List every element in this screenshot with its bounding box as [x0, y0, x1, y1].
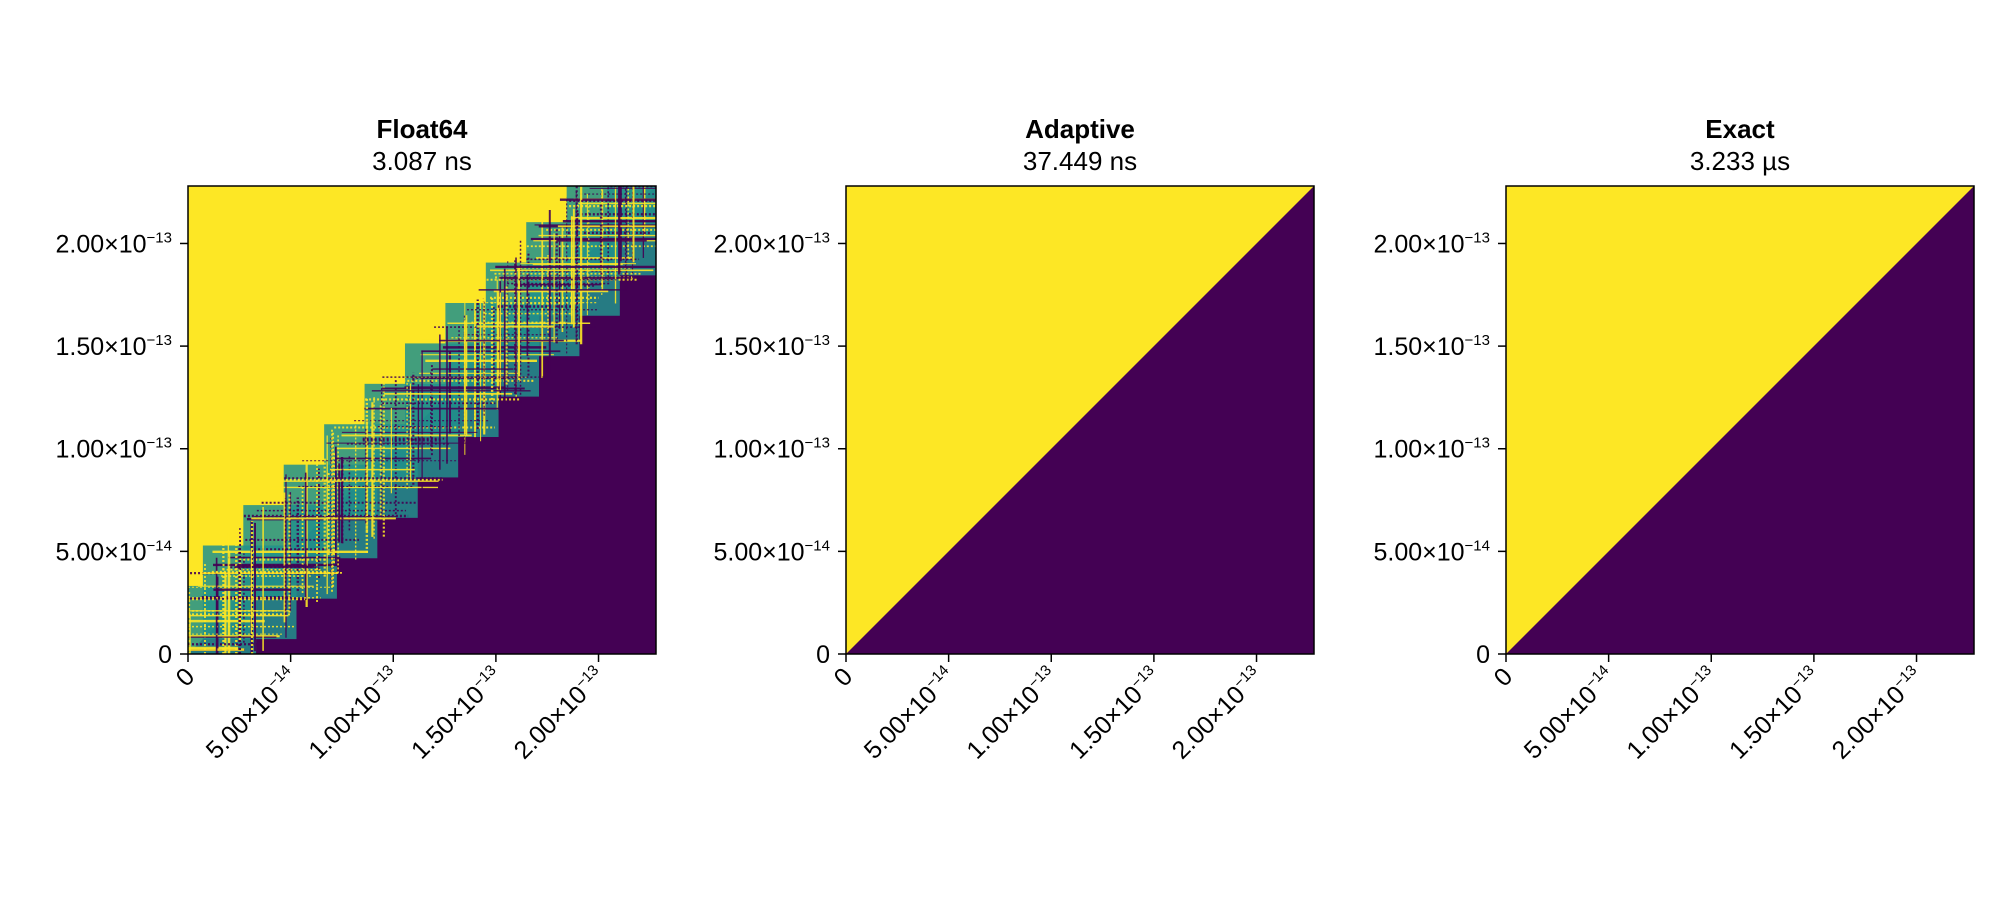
y-tick-label: 2.00×10−13 — [1373, 229, 1490, 258]
y-tick-label: 2.00×10−13 — [55, 229, 172, 258]
y-tick-label: 1.50×10−13 — [55, 332, 172, 361]
y-tick-label: 1.50×10−13 — [713, 332, 830, 361]
x-tick-label: 2.00×10−13 — [1166, 662, 1269, 765]
heatmap-area — [188, 186, 656, 654]
noise-lines — [188, 186, 656, 654]
x-tick-label: 1.50×10−13 — [405, 662, 508, 765]
x-tick-label: 1.00×10−13 — [303, 662, 406, 765]
y-tick-label: 1.00×10−13 — [55, 435, 172, 464]
x-tick-label: 1.00×10−13 — [1621, 662, 1724, 765]
x-tick-label: 0 — [1489, 662, 1519, 692]
heatmap-area — [846, 186, 1314, 654]
y-tick-label: 5.00×10−14 — [713, 537, 830, 566]
y-tick-label: 2.00×10−13 — [713, 229, 830, 258]
y-tick-label: 1.50×10−13 — [1373, 332, 1490, 361]
axes-frame — [1505, 185, 1975, 655]
panel-subtitle: 3.233 µs — [1690, 146, 1790, 176]
axes-frame — [187, 185, 657, 655]
region-below-diagonal — [1506, 186, 1974, 654]
y-tick-label: 0 — [816, 641, 830, 669]
x-tick-label: 0 — [171, 662, 201, 692]
y-tick-label: 0 — [158, 641, 172, 669]
y-tick-label: 5.00×10−14 — [1373, 537, 1490, 566]
panel-title: Exact — [1705, 114, 1775, 144]
panel-title: Float64 — [376, 114, 468, 144]
x-tick-label: 2.00×10−13 — [1826, 662, 1929, 765]
panel-subtitle: 3.087 ns — [372, 146, 472, 176]
x-tick-label: 1.00×10−13 — [961, 662, 1064, 765]
x-tick-label: 5.00×10−14 — [1518, 662, 1621, 765]
panel-title: Adaptive — [1025, 114, 1135, 144]
heatmap-area — [1506, 186, 1974, 654]
x-tick-label: 0 — [829, 662, 859, 692]
panel-subtitle: 37.449 ns — [1023, 146, 1137, 176]
axes-frame — [845, 185, 1315, 655]
region-below-diagonal — [846, 186, 1314, 654]
x-tick-label: 1.50×10−13 — [1063, 662, 1166, 765]
y-tick-label: 1.00×10−13 — [1373, 435, 1490, 464]
y-tick-label: 0 — [1476, 641, 1490, 669]
x-tick-label: 5.00×10−14 — [858, 662, 961, 765]
y-tick-label: 1.00×10−13 — [713, 435, 830, 464]
x-tick-label: 2.00×10−13 — [508, 662, 611, 765]
y-tick-label: 5.00×10−14 — [55, 537, 172, 566]
x-tick-label: 1.50×10−13 — [1723, 662, 1826, 765]
x-tick-label: 5.00×10−14 — [200, 662, 303, 765]
